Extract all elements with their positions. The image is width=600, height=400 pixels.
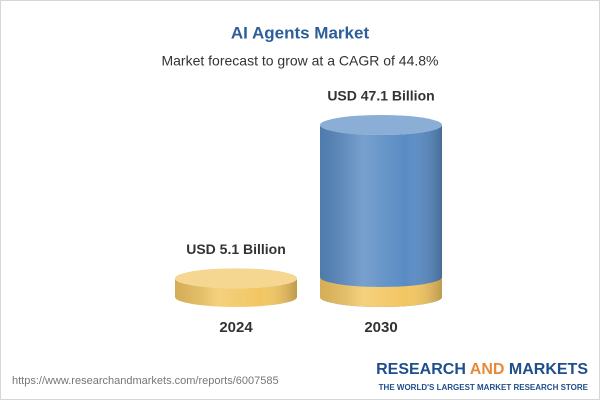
x-tick-label: 2024	[219, 319, 253, 336]
cylinder-top-highlight	[320, 115, 442, 135]
cylinder-shade	[175, 278, 297, 307]
cylinder-top-highlight	[175, 268, 297, 289]
brand-part: MARKETS	[509, 361, 588, 378]
plot: USD 5.1 Billion 2024 USD 47.1 Billion 2030	[175, 88, 442, 336]
brand-part: AND	[470, 361, 505, 378]
brand-tagline: THE WORLD'S LARGEST MARKET RESEARCH STOR…	[379, 383, 589, 392]
brand: RESEARCH AND MARKETS	[376, 361, 588, 378]
cylinder-top	[320, 115, 442, 135]
chart-title: AI Agents Market	[231, 23, 370, 42]
cylinder-top	[175, 268, 297, 289]
source-url: https://www.researchandmarkets.com/repor…	[12, 375, 279, 387]
cylinder-shade	[320, 125, 442, 307]
brand-part: RESEARCH	[376, 361, 466, 378]
x-tick-label: 2030	[364, 319, 397, 336]
chart-subtitle: Market forecast to grow at a CAGR of 44.…	[161, 53, 438, 69]
value-label: USD 5.1 Billion	[186, 241, 286, 257]
value-label: USD 47.1 Billion	[327, 88, 434, 104]
